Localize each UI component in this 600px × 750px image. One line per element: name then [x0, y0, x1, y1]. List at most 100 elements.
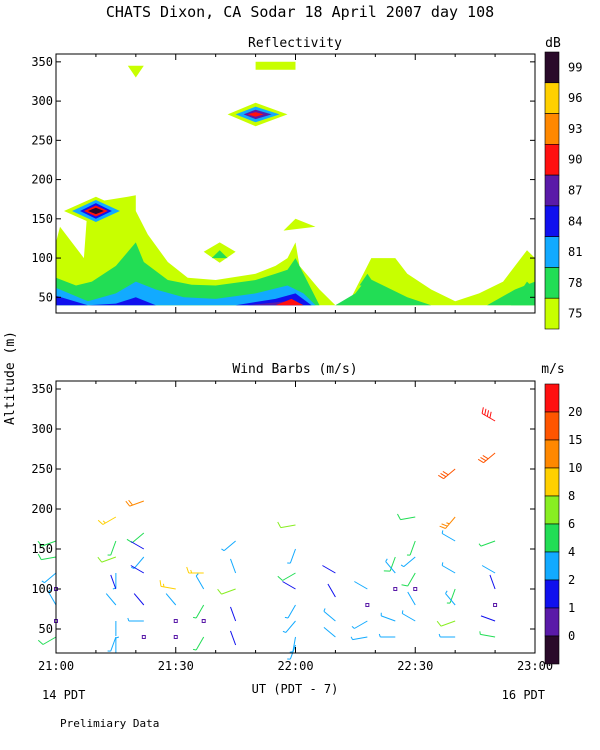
wind-colorbar-label-10: 10	[568, 461, 582, 475]
figure-title: CHATS Dixon, CA Sodar 18 April 2007 day …	[106, 3, 494, 21]
wind-barb	[436, 620, 456, 627]
wind-colorbar-swatch	[544, 467, 560, 497]
wind-colorbar-label-6: 6	[568, 517, 575, 531]
wind-x-axis: 21:00 21:30 22:00 22:30 23:00	[38, 381, 553, 673]
panel-title-wind: Wind Barbs (m/s)	[232, 362, 357, 377]
reflectivity-colorbar-label-78: 78	[568, 276, 582, 290]
wind-barbs-plot: 50 100 150 200 250 300 350 21:00 21:30 22:00 22:3…	[31, 380, 553, 673]
reflectivity-plot: 50 100 150 200 250 300 350	[31, 53, 536, 314]
right-local-time: 16 PDT	[502, 688, 545, 702]
reflectivity-region-9	[283, 218, 316, 231]
reflectivity-region-0	[56, 195, 535, 306]
wind-colorbar-swatch	[544, 495, 560, 525]
wind-barb	[350, 636, 368, 641]
wind-barb	[115, 636, 120, 653]
wind-colorbar-swatch	[544, 635, 560, 665]
wind-barb	[397, 513, 416, 521]
reflectivity-colorbar-label-84: 84	[568, 214, 582, 228]
reflectivity-colorbar-swatch	[544, 82, 560, 114]
calm-marker	[413, 587, 418, 591]
wind-barb	[322, 565, 336, 574]
wind-barb	[37, 636, 57, 645]
wind-barb	[107, 636, 117, 652]
calm-marker	[201, 619, 206, 623]
calm-marker	[393, 587, 398, 591]
wind-barb	[401, 572, 416, 587]
preliminary-note: Prelimiary Data	[60, 717, 159, 730]
reflectivity-colorbar-swatch	[544, 236, 560, 268]
wind-colorbar-unit: m/s	[541, 362, 564, 377]
wind-frame	[55, 380, 536, 654]
wind-barb	[133, 593, 145, 606]
wind-ytick-label-50: 50	[39, 622, 53, 636]
reflectivity-ytick-label-100: 100	[31, 251, 53, 265]
wind-barb	[127, 617, 144, 622]
left-local-time: 14 PDT	[42, 688, 85, 702]
wind-barb	[230, 606, 237, 622]
wind-barb	[192, 604, 205, 619]
wind-barb	[478, 540, 496, 547]
wind-barb	[351, 620, 368, 629]
reflectivity-ytick-label-200: 200	[31, 173, 53, 187]
wind-barb	[446, 588, 456, 604]
wind-barb	[130, 541, 145, 550]
wind-barb	[159, 580, 176, 590]
wind-colorbar-label-20: 20	[568, 405, 582, 419]
wind-barb	[165, 593, 177, 606]
reflectivity-colorbar-swatch	[544, 297, 560, 330]
wind-colorbar-swatch	[544, 579, 560, 609]
reflectivity-colorbar-label-93: 93	[568, 122, 582, 136]
wind-barb	[439, 516, 456, 529]
wind-barb	[131, 556, 145, 569]
wind-barb	[407, 591, 416, 606]
wind-barb	[400, 556, 416, 568]
reflectivity-colorbar-label-81: 81	[568, 245, 582, 259]
wind-barb	[37, 553, 57, 561]
wind-barb	[37, 540, 57, 547]
wind-barb	[406, 540, 416, 556]
wind-barb	[41, 572, 57, 584]
wind-colorbar-swatch	[544, 383, 560, 413]
wind-barb	[445, 590, 456, 606]
wind-barb	[481, 565, 496, 574]
wind-barb	[479, 631, 496, 638]
wind-colorbar-swatch	[544, 523, 560, 553]
wind-barb	[105, 593, 117, 606]
wind-colorbar-swatch	[544, 607, 560, 637]
x-tick-label-2200: 22:00	[277, 659, 313, 673]
reflectivity-region-10	[211, 250, 228, 259]
wind-colorbar-label-15: 15	[568, 433, 582, 447]
wind-colorbar-label-4: 4	[568, 545, 575, 559]
reflectivity-region-12	[511, 281, 535, 306]
reflectivity-ytick-label-150: 150	[31, 212, 53, 226]
wind-barbs	[37, 407, 498, 660]
reflectivity-colorbar-label-96: 96	[568, 91, 582, 105]
reflectivity-x-ticks	[55, 54, 536, 313]
reflectivity-colorbar-unit: dB	[545, 36, 561, 51]
wind-colorbar-swatch	[544, 411, 560, 441]
calm-marker	[141, 635, 146, 639]
wind-barb	[97, 516, 117, 525]
reflectivity-colorbar-swatch	[544, 51, 560, 84]
reflectivity-y-axis: 50 100 150 200 250 300 350	[31, 55, 535, 304]
reflectivity-region-21	[247, 112, 264, 117]
calm-marker	[173, 619, 178, 623]
wind-barb	[97, 556, 117, 563]
wind-barb	[221, 540, 236, 552]
wind-barb	[130, 565, 145, 574]
wind-colorbar-label-8: 8	[568, 489, 575, 503]
wind-barb	[489, 574, 496, 590]
wind-barb	[282, 581, 296, 590]
reflectivity-region-11	[359, 273, 376, 286]
reflectivity-colorbar-swatch	[544, 174, 560, 207]
x-tick-label-2300: 23:00	[517, 659, 553, 673]
wind-ytick-label-300: 300	[31, 422, 53, 436]
wind-barb	[230, 558, 237, 574]
wind-ytick-label-200: 200	[31, 502, 53, 516]
wind-barb	[477, 452, 496, 464]
wind-barb	[277, 521, 296, 529]
reflectivity-colorbar-swatch	[544, 205, 560, 237]
wind-barb	[385, 558, 396, 574]
